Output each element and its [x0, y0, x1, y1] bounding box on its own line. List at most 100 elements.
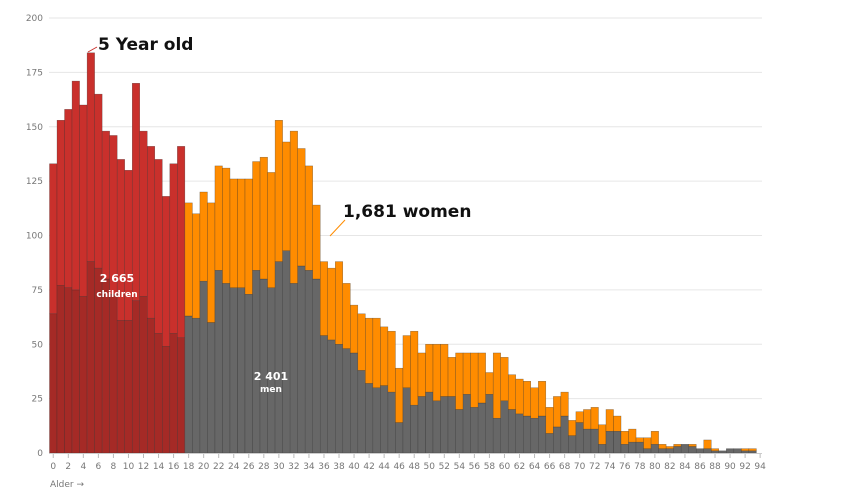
- women-bar: [282, 141, 291, 251]
- men-bar: [199, 280, 208, 454]
- x-tick-label: 2: [65, 462, 71, 472]
- x-tick-label: 28: [258, 462, 270, 472]
- children-bar-lower: [109, 294, 118, 454]
- children-bar-upper: [154, 159, 163, 334]
- children-bar-lower: [131, 300, 140, 454]
- x-tick-label: 40: [348, 462, 360, 472]
- men-bar: [598, 444, 607, 454]
- men-bar: [643, 448, 652, 454]
- x-tick-label: 76: [619, 462, 631, 472]
- x-tick-label: 18: [183, 462, 195, 472]
- women-bar: [222, 167, 231, 284]
- women-bar: [312, 204, 321, 280]
- x-tick-label: 88: [709, 462, 721, 472]
- men-bar: [605, 431, 614, 454]
- men-bar: [477, 402, 486, 454]
- women-bar: [327, 267, 336, 341]
- men-bar: [289, 283, 298, 454]
- x-tick-label: 34: [303, 462, 315, 472]
- x-tick-label: 46: [393, 462, 405, 472]
- men-bar: [748, 450, 757, 454]
- women-bar: [492, 352, 501, 419]
- men-bar: [335, 344, 344, 454]
- children-bar-lower: [177, 337, 186, 454]
- women-bar: [319, 261, 328, 336]
- x-tick-label: 54: [454, 462, 466, 472]
- x-tick-label: 94: [754, 462, 766, 472]
- men-bar: [492, 417, 501, 454]
- men-bar: [741, 450, 750, 454]
- children-count-label: 2 665: [100, 272, 134, 285]
- x-tick-label: 68: [559, 462, 571, 472]
- women-bar: [553, 396, 562, 428]
- y-tick-label: 100: [26, 232, 43, 242]
- men-bar: [214, 270, 223, 454]
- men-bar: [462, 394, 471, 454]
- x-tick-label: 42: [363, 462, 374, 472]
- children-bar-upper: [56, 119, 65, 286]
- men-bar: [583, 428, 592, 454]
- x-tick-label: 44: [378, 462, 390, 472]
- men-bar: [628, 441, 637, 454]
- men-bar: [259, 278, 268, 454]
- men-bar: [222, 283, 231, 454]
- x-tick-label: 84: [679, 462, 691, 472]
- children-bar-lower: [71, 289, 80, 454]
- women-bar: [635, 437, 644, 443]
- x-tick-label: 26: [243, 462, 255, 472]
- men-bar: [620, 444, 629, 454]
- men-bar: [523, 415, 532, 454]
- women-bar: [523, 381, 532, 417]
- men-bar: [470, 407, 479, 454]
- women-bar: [447, 357, 456, 397]
- x-tick-label: 0: [50, 462, 56, 472]
- men-bar: [673, 446, 682, 454]
- women-bar: [568, 420, 577, 436]
- men-bar: [658, 448, 667, 454]
- x-tick-label: 10: [123, 462, 135, 472]
- children-bar-upper: [109, 135, 118, 295]
- children-label: children: [96, 290, 137, 300]
- men-bar: [613, 431, 622, 454]
- x-tick-label: 82: [664, 462, 675, 472]
- children-bar-upper: [64, 109, 73, 288]
- x-tick-label: 38: [333, 462, 345, 472]
- men-bar: [485, 394, 494, 454]
- y-tick-label: 0: [37, 449, 43, 459]
- men-bar: [688, 446, 697, 454]
- children-bar-lower: [124, 320, 133, 454]
- children-bar-lower: [154, 333, 163, 454]
- men-bar: [455, 409, 464, 454]
- y-tick-label: 50: [32, 340, 44, 350]
- children-bar-lower: [86, 261, 95, 454]
- women-bar: [650, 431, 659, 445]
- x-tick-label: 86: [694, 462, 706, 472]
- x-axis-title: Alder →: [50, 480, 84, 490]
- women-bar: [711, 448, 720, 452]
- men-bar: [350, 352, 359, 454]
- women-bar: [387, 330, 396, 393]
- men-bar: [184, 315, 193, 454]
- men-bar: [244, 294, 253, 454]
- men-bar: [590, 428, 599, 454]
- women-bar: [688, 444, 697, 447]
- women-bar: [274, 119, 283, 262]
- women-bar: [507, 374, 516, 410]
- women-bar: [372, 317, 381, 388]
- women-bar: [583, 409, 592, 430]
- x-tick-label: 70: [574, 462, 586, 472]
- children-bar-lower: [139, 296, 148, 454]
- x-tick-label: 30: [273, 462, 285, 472]
- children-bar-upper: [131, 83, 140, 301]
- women-bar: [538, 381, 547, 417]
- women-leader-line: [329, 219, 346, 237]
- men-bar: [304, 270, 313, 454]
- men-bar: [372, 387, 381, 454]
- x-tick-label: 52: [439, 462, 450, 472]
- women-bar: [214, 165, 223, 271]
- y-tick-label: 150: [26, 123, 43, 133]
- men-bar: [538, 415, 547, 454]
- women-bar: [402, 335, 411, 388]
- children-bar-upper: [139, 130, 148, 297]
- men-label: men: [260, 385, 282, 395]
